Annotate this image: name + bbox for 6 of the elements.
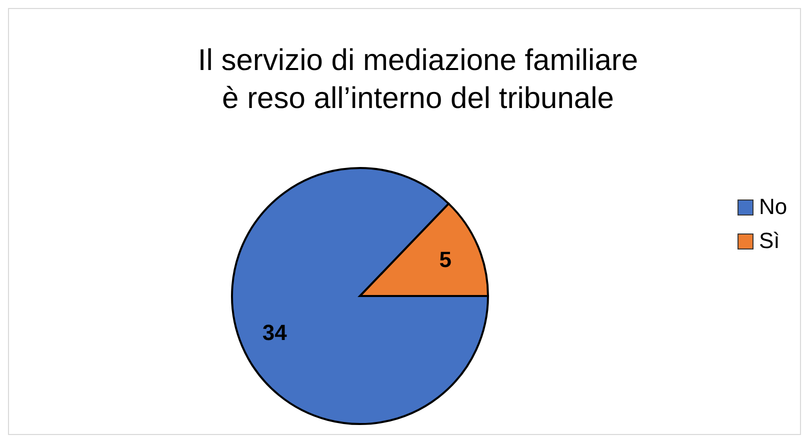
chart-title: Il servizio di mediazione familiare è reso all’interno del tribunale bbox=[198, 44, 638, 115]
data-label: 5 bbox=[439, 247, 452, 272]
data-label: 34 bbox=[262, 320, 288, 345]
legend-label: No bbox=[759, 194, 788, 219]
legend-label: Sì bbox=[759, 228, 780, 253]
pie-slice bbox=[231, 167, 489, 425]
